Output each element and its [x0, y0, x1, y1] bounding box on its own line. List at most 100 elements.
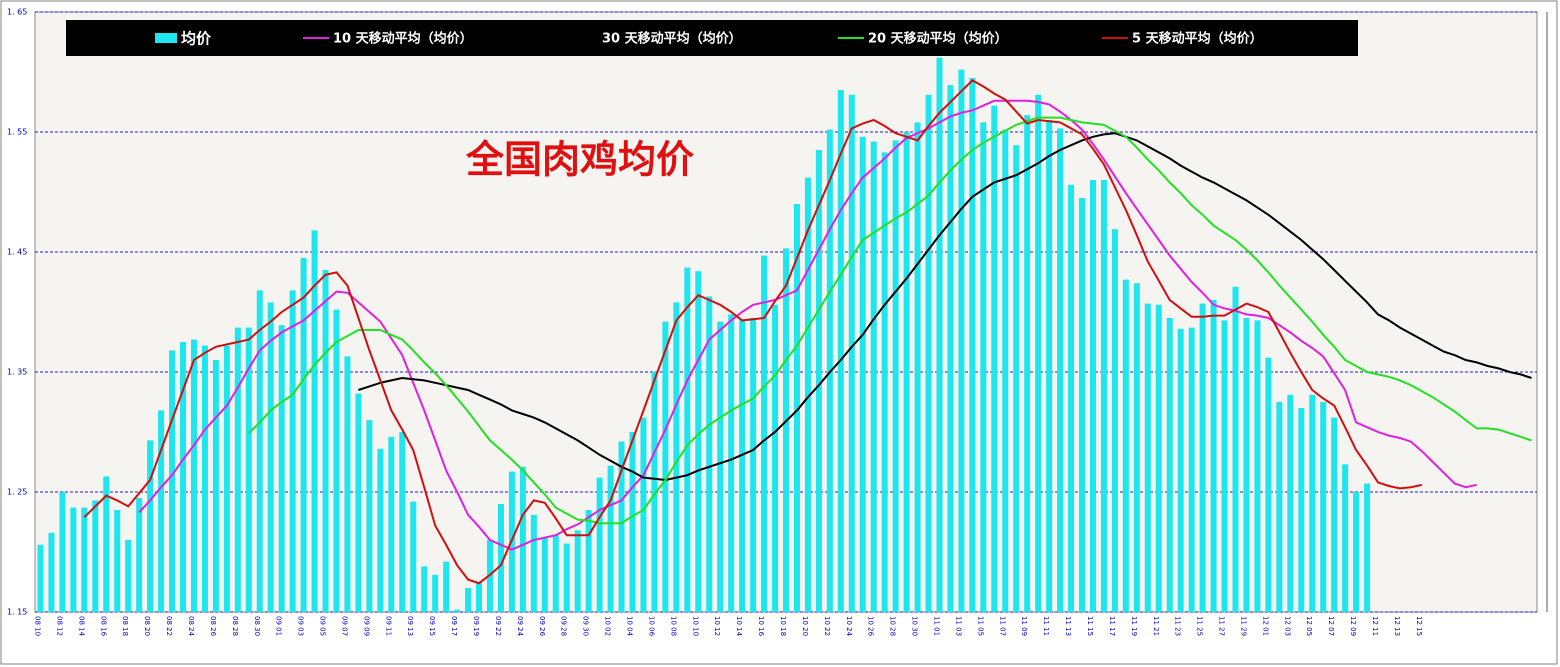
bar [695, 271, 702, 612]
bar [125, 540, 132, 612]
ma-line [138, 99, 1477, 551]
x-tick-label: 11 27 [1218, 616, 1226, 636]
x-tick-label: 12 03 [1283, 616, 1291, 636]
bar [772, 304, 779, 612]
x-tick-label: 11 13 [1064, 616, 1072, 636]
x-tick-label: 11 05 [976, 616, 984, 636]
x-tick-label: 10 18 [779, 616, 787, 636]
ma-line [248, 116, 1532, 525]
x-tick-label: 10 08 [669, 616, 677, 636]
bar [870, 141, 877, 612]
bar [1309, 394, 1316, 612]
bar [848, 94, 855, 613]
bar [1155, 304, 1162, 612]
bar [706, 296, 713, 612]
bar [1089, 180, 1096, 612]
bar [684, 267, 691, 612]
bar [519, 466, 526, 612]
bar [388, 436, 395, 612]
bar [1177, 328, 1184, 612]
bar [201, 345, 208, 612]
x-tick-label: 11 07 [998, 616, 1006, 636]
bar [278, 325, 285, 612]
bar [530, 514, 537, 612]
x-tick-label: 08 10 [33, 616, 41, 636]
x-tick-label: 08 18 [121, 616, 129, 636]
x-tick-label: 10 12 [713, 616, 721, 636]
bar [1188, 327, 1195, 612]
bar [739, 320, 746, 612]
x-tick-label: 10 26 [867, 616, 875, 637]
bar [936, 57, 943, 613]
bar [432, 574, 439, 612]
bar [267, 302, 274, 612]
x-tick-label: 11 25 [1196, 616, 1204, 636]
bar [607, 465, 614, 612]
bar [1331, 417, 1338, 612]
x-tick-label: 08 16 [99, 616, 107, 637]
bar [651, 372, 658, 612]
bar [399, 432, 406, 612]
bar [333, 309, 340, 612]
x-tick-label: 08 20 [143, 616, 151, 636]
bar [289, 290, 296, 612]
bar [212, 360, 219, 612]
x-tick-label: 12 11 [1371, 616, 1379, 636]
bar [1068, 184, 1075, 613]
bar [881, 152, 888, 612]
bar [1221, 320, 1228, 612]
x-tick-label: 08 22 [165, 616, 173, 636]
x-tick-label: 10 30 [911, 616, 919, 636]
bar [1079, 198, 1086, 612]
bar [1199, 303, 1206, 612]
bar [1210, 300, 1217, 612]
bar [377, 448, 384, 612]
x-tick-label: 09 22 [494, 616, 502, 636]
bar [618, 441, 625, 612]
bar [1122, 279, 1129, 612]
bar [728, 314, 735, 612]
bar [563, 543, 570, 612]
bar [81, 507, 88, 612]
x-tick-label: 09 09 [362, 616, 370, 636]
x-tick-label: 10 16 [757, 616, 765, 637]
bar [1265, 357, 1272, 612]
bar [640, 417, 647, 612]
bar [410, 501, 417, 612]
bar [180, 342, 187, 612]
x-tick-label: 10 22 [823, 616, 831, 636]
x-tick-label: 11 11 [1042, 616, 1050, 636]
x-tick-label: 08 26 [209, 616, 217, 637]
x-tick-label: 10 10 [691, 616, 699, 636]
x-tick-label: 09 07 [340, 616, 348, 636]
y-tick-label: 1. 35 [7, 368, 27, 377]
x-tick-label: 12 01 [1261, 616, 1269, 636]
x-tick-label: 10 24 [845, 616, 853, 637]
y-tick-label: 1. 45 [7, 248, 27, 257]
bar [585, 510, 592, 612]
x-tick-label: 09 28 [560, 616, 568, 636]
bar [1353, 492, 1360, 612]
bar [1232, 286, 1239, 612]
bar [103, 476, 110, 612]
bar [815, 150, 822, 612]
bar [169, 350, 176, 612]
x-tick-label: 11 17 [1108, 616, 1116, 636]
bar [804, 177, 811, 612]
bar [1243, 318, 1250, 612]
bar [147, 440, 154, 612]
x-tick-label: 10 02 [604, 616, 612, 636]
bar [947, 85, 954, 612]
bar [48, 532, 55, 612]
x-tick-label: 10 28 [889, 616, 897, 636]
x-tick-label: 11 21 [1152, 616, 1160, 636]
x-tick-label: 09 30 [582, 616, 590, 636]
x-tick-label: 09 13 [406, 616, 414, 636]
bar [223, 345, 230, 612]
bar [136, 498, 143, 612]
y-tick-label: 1. 25 [7, 488, 27, 497]
x-tick-label: 10 14 [735, 616, 743, 637]
x-tick-label: 12 13 [1393, 616, 1401, 636]
legend-box [66, 20, 1358, 56]
x-tick-label: 11 03 [954, 616, 962, 636]
